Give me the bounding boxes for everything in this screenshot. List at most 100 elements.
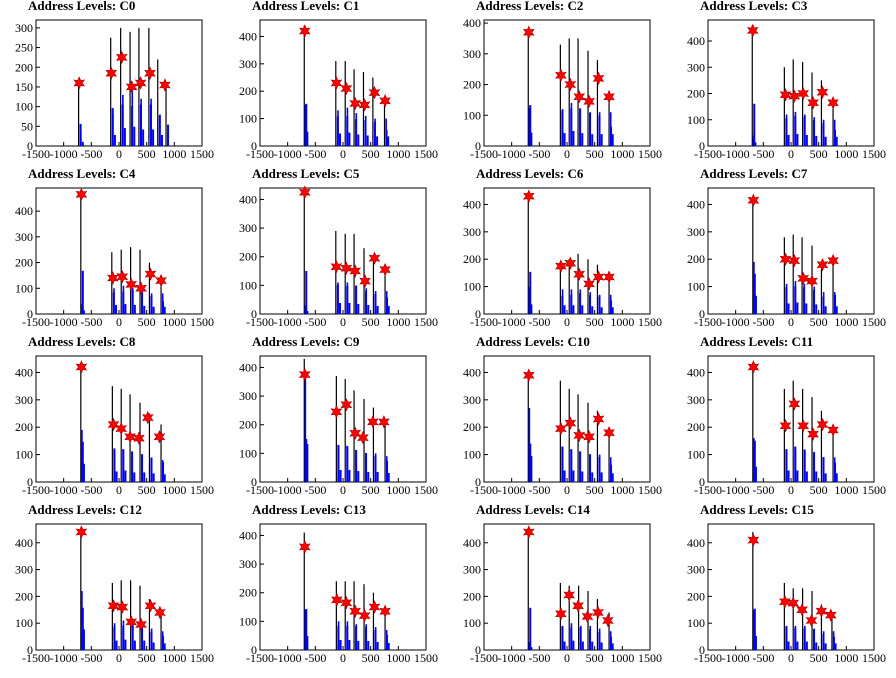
chart-svg: 0 100 200 300 400 -1500 -1000 -500 0 500 1000 1500 [15, 523, 214, 665]
y-tick-label: 0 [27, 307, 33, 321]
histogram-bar-fill [366, 135, 369, 146]
peak-marker [135, 281, 147, 296]
histogram-bar-fill [581, 471, 584, 482]
x-tick-label: 1000 [162, 147, 186, 161]
y-tick-label: 0 [251, 475, 257, 489]
x-tick-label: 500 [586, 651, 604, 665]
y-tick-label: 100 [239, 112, 257, 126]
x-tick-label: -1000 [274, 315, 302, 329]
histogram-bar-fill [113, 134, 116, 146]
y-tick-label: 400 [463, 365, 481, 379]
histogram-bar-fill [611, 307, 614, 314]
x-tick-label: -1000 [722, 483, 750, 497]
peak-marker [816, 85, 829, 99]
peak-marker [602, 613, 614, 628]
peak-marker [797, 419, 810, 433]
x-tick-label: -500 [528, 315, 550, 329]
histogram-bar-fill [124, 304, 127, 314]
peak-marker [144, 66, 156, 80]
y-tick-label: 100 [463, 280, 481, 294]
x-tick-label: 1000 [610, 147, 634, 161]
x-tick-label: -500 [752, 483, 774, 497]
peak-marker [340, 397, 353, 412]
histogram-bar-fill [152, 129, 155, 146]
x-tick-label: 0 [116, 483, 122, 497]
peak-marker [816, 417, 829, 432]
peak-marker [379, 604, 391, 619]
histogram-bar-fill [572, 470, 575, 482]
peak-marker [159, 78, 171, 92]
y-tick-label: 100 [239, 278, 257, 292]
chart-panel-1: Address Levels: C1 0 100 200 300 400 -1500 -100… [224, 0, 448, 174]
y-tick-label: 200 [687, 252, 705, 266]
peak-marker [116, 600, 129, 614]
peak-marker [747, 193, 760, 208]
chart-svg: 0 100 200 300 400 -1500 -1000 -500 0 500 1000 1500 [239, 19, 438, 161]
y-tick-label: 100 [15, 616, 33, 630]
y-tick-label: 0 [475, 307, 481, 321]
y-tick-label: 0 [699, 139, 705, 153]
histogram-bar-fill [81, 441, 84, 482]
histogram-bar-fill [805, 641, 808, 650]
y-tick-label: 300 [687, 563, 705, 577]
chart-panel-3: Address Levels: C3 0 100 200 300 400 -1500 -100… [672, 0, 896, 174]
histogram-bar-fill [367, 640, 370, 650]
x-tick-label: -500 [304, 315, 326, 329]
y-tick-label: 0 [699, 643, 705, 657]
plot-frame [259, 187, 427, 315]
x-tick-label: 1500 [190, 147, 214, 161]
x-tick-label: -1500 [246, 147, 274, 161]
y-tick-label: 400 [239, 192, 257, 206]
histogram-bar-fill [805, 471, 808, 482]
peak-marker [153, 430, 166, 444]
peak-marker [555, 607, 567, 621]
histogram-bar-fill [339, 302, 342, 314]
chart-svg: 0 100 200 300 400 -1500 -1000 -500 0 500 1000 1500 [687, 19, 886, 161]
chart-title: Address Levels: C9 [252, 334, 360, 349]
x-tick-label: 1500 [862, 315, 886, 329]
x-tick-label: 500 [810, 315, 828, 329]
histogram-bar-fill [387, 305, 390, 314]
y-tick-label: 100 [687, 280, 705, 294]
peak-marker [522, 525, 535, 539]
peak-marker [779, 88, 792, 102]
y-tick-label: 50 [21, 119, 33, 133]
peak-marker [340, 596, 353, 610]
chart-title: Address Levels: C15 [700, 502, 814, 517]
x-tick-label: -1000 [50, 147, 78, 161]
histogram-bar-fill [82, 629, 85, 650]
chart-svg: 0 100 200 300 400 -1500 -1000 -500 0 500 1000 1500 [15, 355, 214, 497]
y-tick-label: 400 [15, 204, 33, 218]
x-tick-label: -1500 [694, 147, 722, 161]
y-tick-label: 200 [463, 420, 481, 434]
peak-marker [349, 426, 362, 441]
peak-marker [357, 430, 369, 445]
peak-marker [827, 423, 839, 437]
y-tick-label: 300 [463, 47, 481, 61]
peak-marker [75, 525, 88, 539]
histogram-bar-fill [305, 438, 308, 482]
histogram-bar-fill [376, 305, 379, 314]
histogram-bar-fill [152, 306, 155, 314]
histogram-bar-fill [563, 305, 566, 314]
histogram-bar-fill [387, 472, 390, 482]
histogram-bar-fill [753, 103, 756, 146]
histogram-bar-fill [123, 128, 126, 146]
x-tick-label: 500 [138, 147, 156, 161]
y-tick-label: 0 [699, 307, 705, 321]
y-tick-label: 200 [239, 418, 257, 432]
peak-marker [125, 615, 138, 629]
x-tick-label: 1500 [414, 483, 438, 497]
y-tick-label: 300 [687, 393, 705, 407]
peak-marker [573, 267, 586, 282]
histogram-bar-fill [835, 306, 838, 314]
peak-marker [564, 416, 577, 430]
y-tick-label: 250 [15, 41, 33, 55]
peak-marker [135, 617, 147, 632]
peak-marker [359, 274, 371, 288]
y-tick-label: 300 [687, 60, 705, 74]
histogram-bar-fill [367, 471, 370, 482]
y-tick-label: 200 [463, 252, 481, 266]
peak-marker [330, 405, 343, 419]
histogram-bar-fill [563, 470, 566, 482]
